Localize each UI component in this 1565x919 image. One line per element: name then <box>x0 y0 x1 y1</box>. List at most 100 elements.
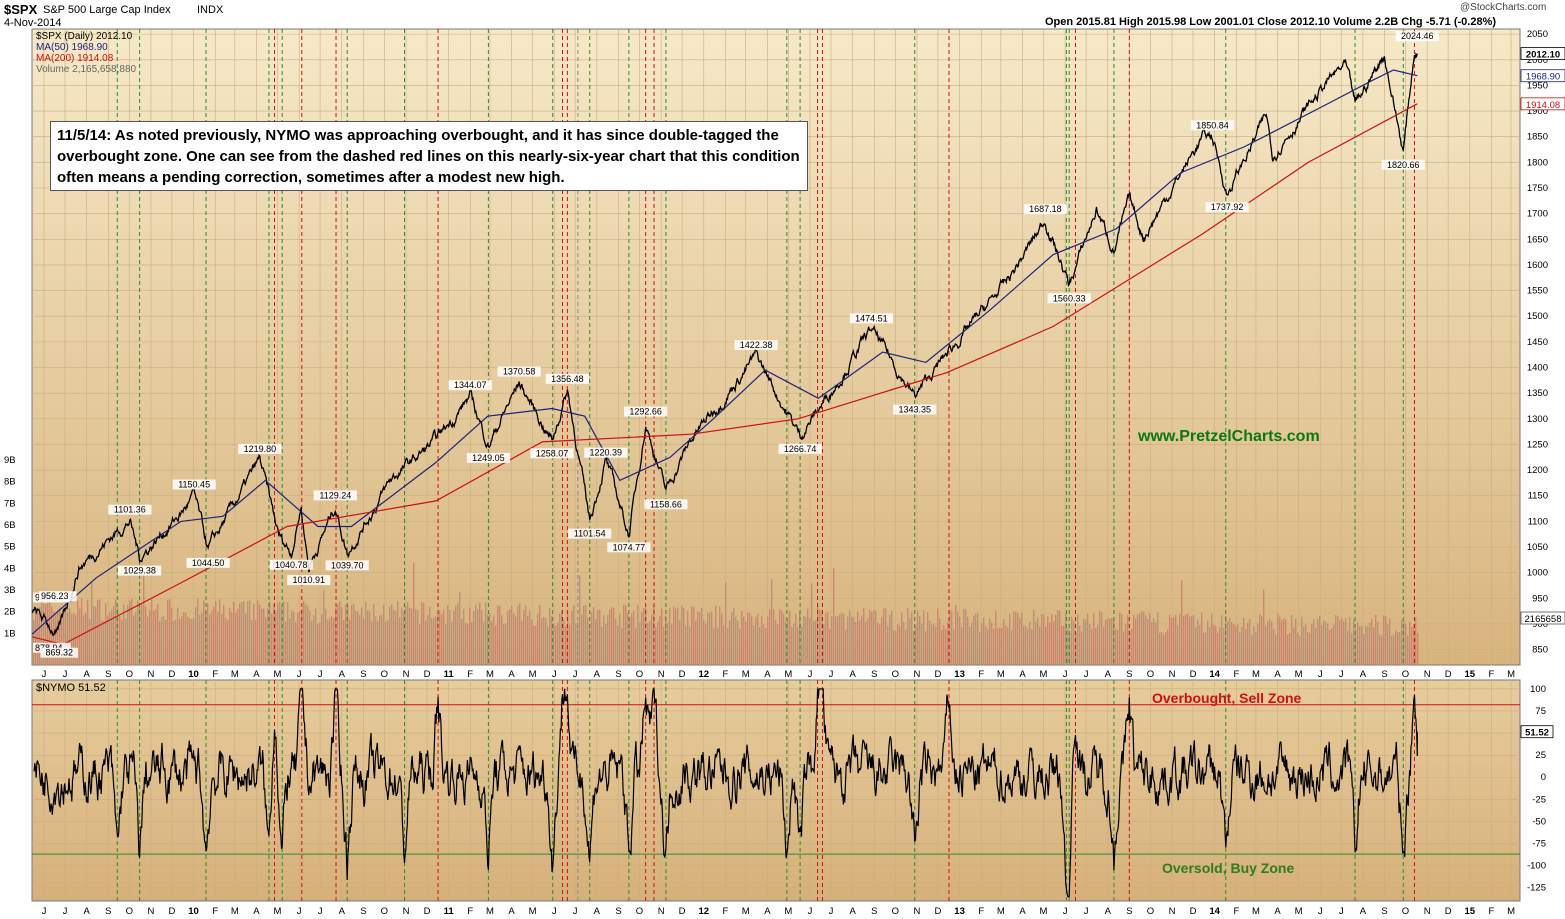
volume-bar <box>315 608 317 665</box>
volume-bar <box>169 599 171 665</box>
price-callout-box <box>1381 159 1425 170</box>
volume-bar <box>187 616 189 665</box>
volume-bar <box>939 618 941 665</box>
volume-bar <box>1203 632 1205 665</box>
x-tick-label: N <box>1169 669 1176 680</box>
price-callout: 1356.48 <box>551 374 584 384</box>
volume-bar <box>95 606 97 665</box>
volume-bar <box>149 609 151 665</box>
x-tick-label: 13 <box>954 669 965 680</box>
price-tag-box <box>1520 47 1565 60</box>
volume-bar <box>431 617 433 665</box>
volume-bar <box>287 602 289 665</box>
oversold-label: Oversold, Buy Zone <box>1162 860 1295 876</box>
ma200-line <box>31 103 1418 646</box>
volume-bar <box>549 607 551 665</box>
volume-bar <box>739 628 741 665</box>
volume-bar <box>147 616 149 665</box>
volume-bar <box>327 619 329 665</box>
x-tick-label: J <box>1063 669 1068 680</box>
price-tick-label: 1800 <box>1527 157 1548 168</box>
volume-bar <box>845 630 847 665</box>
price-callout: 1560.33 <box>1053 293 1086 303</box>
volume-bar <box>1327 623 1329 665</box>
volume-bar <box>1369 622 1371 665</box>
volume-bar <box>677 607 679 665</box>
volume-bar <box>429 606 431 665</box>
nymo-tick-label: 75 <box>1535 706 1546 717</box>
volume-bar <box>675 608 677 665</box>
volume-tick-label: 9B <box>4 455 16 466</box>
x-tick-label: S <box>615 906 621 917</box>
volume-bar <box>757 613 759 665</box>
volume-bar <box>127 604 129 665</box>
volume-bar <box>469 607 471 665</box>
legend-price: $SPX (Daily) 2012.10 <box>36 31 133 42</box>
nymo-line <box>33 688 1418 898</box>
volume-bar <box>1417 633 1419 665</box>
volume-bar <box>1211 613 1213 665</box>
x-tick-label: N <box>1424 669 1431 680</box>
x-tick-label: D <box>934 669 941 680</box>
volume-bar <box>157 603 159 665</box>
volume-bar <box>367 610 369 665</box>
volume-bar <box>399 617 401 665</box>
x-tick-label: A <box>253 906 260 917</box>
volume-bar <box>553 623 555 665</box>
volume-bar <box>681 605 683 665</box>
volume-bar <box>497 604 499 665</box>
volume-bar <box>557 622 559 665</box>
volume-bar <box>1103 626 1105 665</box>
volume-bar <box>759 627 761 665</box>
volume-bar <box>733 608 735 665</box>
volume-bar <box>581 614 583 665</box>
x-tick-label: M <box>1039 669 1047 680</box>
x-tick-label: F <box>1233 669 1239 680</box>
volume-bar <box>1235 625 1237 665</box>
volume-bar <box>365 602 367 665</box>
x-tick-label: N <box>403 906 410 917</box>
price-tick-label: 1150 <box>1528 491 1548 502</box>
volume-bar <box>1171 617 1173 665</box>
price-callout: 1292.66 <box>629 407 662 417</box>
volume-bar <box>215 601 217 665</box>
price-tick-label: 1550 <box>1527 286 1548 297</box>
volume-bar <box>1009 613 1011 665</box>
volume-bar <box>1363 633 1365 665</box>
price-callout: 1266.74 <box>784 444 817 454</box>
price-callout: 2024.46 <box>1401 31 1434 41</box>
volume-bar <box>1057 610 1059 665</box>
x-tick-label: D <box>424 669 431 680</box>
volume-bar <box>511 605 513 665</box>
price-callout: 1150.45 <box>178 480 210 490</box>
volume-bar <box>645 607 647 665</box>
volume-bar <box>121 619 123 665</box>
price-tag-box <box>1520 69 1565 83</box>
volume-bar <box>571 610 573 665</box>
legend-ma200: MA(200) 1914.08 <box>36 53 114 64</box>
nymo-tick-label: -50 <box>1532 816 1546 827</box>
volume-bar <box>1061 626 1063 665</box>
price-tick-label: 1500 <box>1527 311 1548 322</box>
volume-bar <box>789 610 791 665</box>
volume-bar <box>831 615 833 665</box>
volume-bar <box>289 618 291 665</box>
volume-bar <box>1177 625 1179 665</box>
volume-tick-label: 4B <box>4 563 16 574</box>
volume-bar <box>1333 624 1335 665</box>
volume-bar <box>1395 630 1397 665</box>
volume-bar <box>837 616 839 665</box>
volume-bar <box>933 623 935 665</box>
volume-bar <box>77 600 79 665</box>
volume-bar <box>679 619 681 665</box>
volume-bar <box>345 604 347 665</box>
x-tick-label: J <box>42 669 47 680</box>
x-tick-label: S <box>360 906 366 917</box>
volume-bar <box>479 602 481 665</box>
volume-bar <box>403 612 405 665</box>
volume-bar <box>57 610 59 665</box>
volume-bar <box>949 609 951 665</box>
volume-bar <box>251 620 253 665</box>
volume-bar <box>1105 619 1107 665</box>
price-tick-label: 1450 <box>1527 337 1548 348</box>
